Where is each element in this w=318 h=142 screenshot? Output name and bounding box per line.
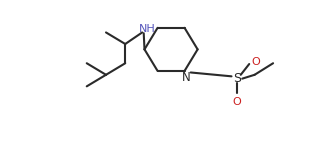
Text: N: N <box>182 71 190 84</box>
Text: S: S <box>233 72 241 85</box>
Text: NH: NH <box>138 24 155 34</box>
Text: O: O <box>251 57 260 67</box>
Text: O: O <box>232 97 241 107</box>
